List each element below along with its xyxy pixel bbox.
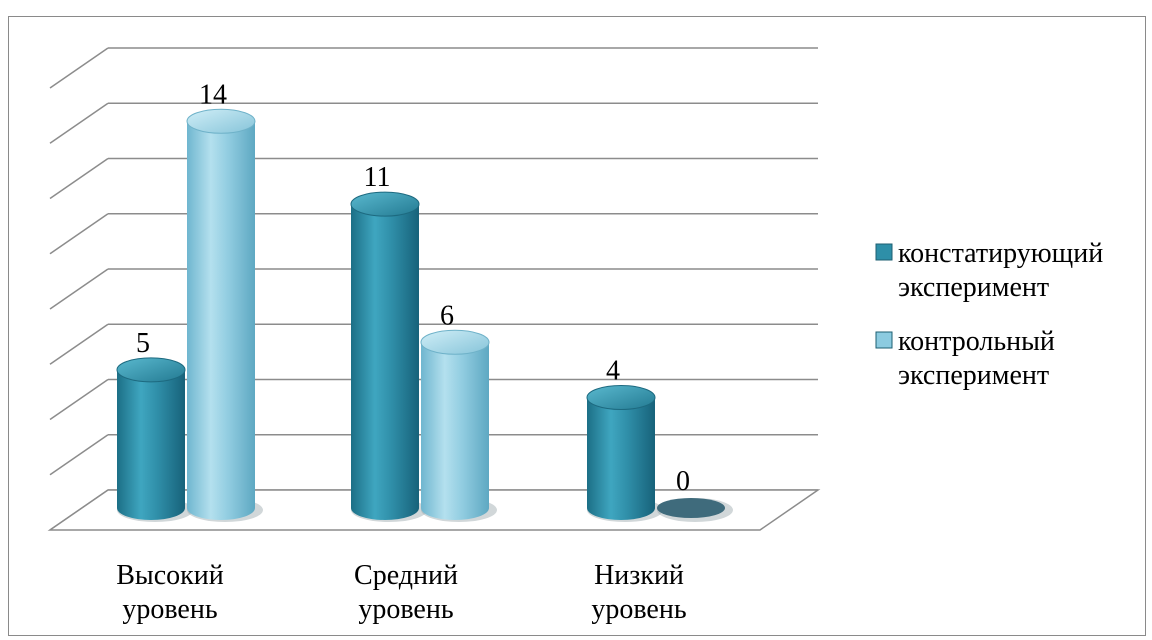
bar-bottom — [587, 496, 655, 520]
bar — [586, 385, 663, 522]
bars — [116, 108, 733, 522]
bar-bottom — [421, 496, 489, 520]
category-label: уровень — [591, 594, 686, 625]
category-label: Низкий — [594, 560, 684, 591]
legend-label: эксперимент — [898, 360, 1049, 391]
bar — [186, 108, 263, 522]
legend-label: эксперимент — [898, 272, 1049, 303]
bar-bottom — [187, 496, 255, 520]
bar-body — [187, 121, 255, 508]
category-label: Высокий — [116, 560, 224, 591]
category-label: уровень — [122, 594, 217, 625]
bar-top — [116, 357, 186, 383]
value-label: 0 — [676, 466, 690, 497]
value-label: 5 — [136, 328, 150, 359]
gridline-wall — [49, 47, 109, 89]
value-labels: 5 14 11 6 4 0 — [136, 79, 690, 497]
gridline-wall — [49, 213, 109, 255]
gridline-wall — [49, 323, 109, 365]
bar-body — [351, 204, 419, 508]
gridline-wall — [49, 378, 109, 421]
bar-body — [117, 369, 185, 508]
value-label: 4 — [606, 356, 620, 387]
gridline-wall — [49, 102, 109, 144]
bar — [116, 357, 193, 522]
bar-body — [421, 342, 489, 508]
value-label: 6 — [440, 300, 454, 331]
bar-top — [586, 385, 656, 410]
bar — [350, 191, 427, 522]
bar-top — [420, 329, 490, 355]
legend-swatch — [875, 243, 893, 261]
legend-label: контрольный — [898, 326, 1055, 357]
category-label: Средний — [354, 560, 458, 591]
legend-label: констатирующий — [898, 238, 1103, 269]
gridline-wall — [49, 268, 109, 310]
category-label: уровень — [358, 594, 453, 625]
bar — [420, 329, 497, 522]
gridline-wall — [49, 434, 109, 476]
legend: констатирующийэкспериментконтрольныйэксп… — [875, 238, 1103, 391]
category-labels: ВысокийуровеньСреднийуровеньНизкийуровен… — [116, 560, 686, 625]
gridline-wall — [49, 157, 109, 200]
legend-swatch — [875, 331, 893, 349]
bar-bottom — [117, 496, 185, 520]
bar-bottom — [351, 496, 419, 520]
bar-body — [587, 397, 655, 508]
value-label: 14 — [199, 79, 227, 110]
bar-zero — [657, 498, 725, 518]
value-label: 11 — [364, 162, 391, 193]
bar-top — [350, 191, 420, 217]
bar — [657, 498, 733, 522]
bar-top — [186, 108, 256, 134]
